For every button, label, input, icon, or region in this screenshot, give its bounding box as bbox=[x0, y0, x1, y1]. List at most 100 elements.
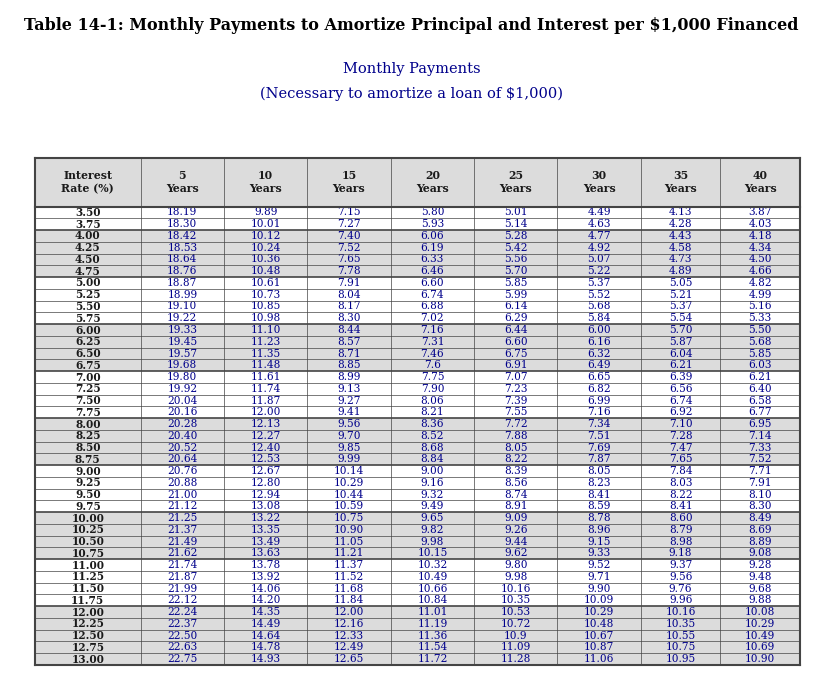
Text: 10.32: 10.32 bbox=[417, 560, 448, 570]
Bar bbox=[35, 641, 800, 653]
Text: 7.91: 7.91 bbox=[337, 278, 360, 288]
Text: 10.59: 10.59 bbox=[334, 501, 364, 511]
Text: 6.00: 6.00 bbox=[75, 324, 100, 336]
Text: 10.49: 10.49 bbox=[745, 631, 775, 641]
Text: 10.90: 10.90 bbox=[334, 525, 364, 535]
Text: 9.56: 9.56 bbox=[669, 572, 692, 581]
Bar bbox=[35, 406, 800, 418]
Text: 13.08: 13.08 bbox=[250, 501, 281, 511]
Text: 10.48: 10.48 bbox=[584, 618, 614, 629]
Text: 18.53: 18.53 bbox=[167, 243, 198, 253]
Text: 13.22: 13.22 bbox=[250, 513, 281, 523]
Text: 21.62: 21.62 bbox=[167, 548, 198, 559]
Text: 10.48: 10.48 bbox=[250, 267, 281, 276]
Text: Table 14-1: Monthly Payments to Amortize Principal and Interest per $1,000 Finan: Table 14-1: Monthly Payments to Amortize… bbox=[24, 17, 799, 34]
Text: 10.09: 10.09 bbox=[584, 596, 614, 605]
Text: 8.75: 8.75 bbox=[75, 454, 100, 465]
Text: 5
Years: 5 Years bbox=[166, 170, 198, 194]
Text: 7.84: 7.84 bbox=[669, 466, 692, 476]
Text: 9.89: 9.89 bbox=[254, 207, 277, 217]
Text: 9.32: 9.32 bbox=[421, 489, 444, 499]
Text: 18.76: 18.76 bbox=[167, 267, 198, 276]
Text: 5.84: 5.84 bbox=[588, 313, 611, 323]
Bar bbox=[35, 324, 800, 336]
Text: 10.55: 10.55 bbox=[666, 631, 695, 641]
Text: 21.99: 21.99 bbox=[167, 583, 198, 594]
Text: 6.16: 6.16 bbox=[588, 336, 611, 347]
Text: 4.50: 4.50 bbox=[748, 254, 772, 264]
Text: 11.37: 11.37 bbox=[334, 560, 364, 570]
Bar bbox=[35, 618, 800, 630]
Text: 7.91: 7.91 bbox=[748, 478, 772, 488]
Text: 10.73: 10.73 bbox=[250, 290, 281, 299]
Text: 8.99: 8.99 bbox=[337, 372, 360, 382]
Text: 7.75: 7.75 bbox=[421, 372, 444, 382]
Bar bbox=[35, 477, 800, 489]
Text: 5.28: 5.28 bbox=[504, 231, 528, 241]
Text: 8.22: 8.22 bbox=[504, 454, 528, 464]
Text: 5.87: 5.87 bbox=[669, 336, 692, 347]
Bar bbox=[35, 501, 800, 512]
Text: 20.64: 20.64 bbox=[167, 454, 198, 464]
Text: 6.19: 6.19 bbox=[421, 243, 444, 253]
Text: 8.05: 8.05 bbox=[588, 466, 611, 476]
Text: 10.84: 10.84 bbox=[417, 596, 448, 605]
Text: 5.14: 5.14 bbox=[504, 219, 528, 229]
Text: 6.33: 6.33 bbox=[421, 254, 444, 264]
Text: 9.56: 9.56 bbox=[337, 419, 360, 429]
Text: 6.82: 6.82 bbox=[588, 384, 611, 394]
Text: 5.00: 5.00 bbox=[75, 277, 100, 289]
Text: 5.37: 5.37 bbox=[588, 278, 611, 288]
Text: 4.89: 4.89 bbox=[669, 267, 692, 276]
Text: 7.65: 7.65 bbox=[337, 254, 360, 264]
Text: 6.75: 6.75 bbox=[75, 360, 100, 371]
Text: 12.80: 12.80 bbox=[250, 478, 281, 488]
Text: 13.78: 13.78 bbox=[250, 560, 281, 570]
Text: 7.15: 7.15 bbox=[337, 207, 360, 217]
Text: 10.95: 10.95 bbox=[666, 654, 695, 664]
Text: 6.74: 6.74 bbox=[669, 396, 692, 406]
Text: 5.52: 5.52 bbox=[588, 290, 611, 299]
Text: 4.92: 4.92 bbox=[588, 243, 611, 253]
Text: 6.92: 6.92 bbox=[669, 407, 692, 417]
Text: 8.96: 8.96 bbox=[588, 525, 611, 535]
Text: 21.37: 21.37 bbox=[167, 525, 198, 535]
Text: 4.18: 4.18 bbox=[748, 231, 772, 241]
Text: 10
Years: 10 Years bbox=[249, 170, 282, 194]
Text: 14.93: 14.93 bbox=[250, 654, 281, 664]
Text: 7.07: 7.07 bbox=[504, 372, 528, 382]
Text: 8.41: 8.41 bbox=[669, 501, 692, 511]
Text: 10.75: 10.75 bbox=[72, 548, 105, 559]
Text: 10.12: 10.12 bbox=[250, 231, 281, 241]
Text: 10.16: 10.16 bbox=[666, 607, 695, 617]
Text: 20
Years: 20 Years bbox=[416, 170, 449, 194]
Text: 5.68: 5.68 bbox=[588, 302, 611, 312]
Text: 5.56: 5.56 bbox=[504, 254, 528, 264]
Text: 7.87: 7.87 bbox=[588, 454, 611, 464]
Text: 12.00: 12.00 bbox=[250, 407, 281, 417]
Text: 9.70: 9.70 bbox=[337, 431, 360, 441]
Text: 9.75: 9.75 bbox=[75, 501, 100, 511]
Text: 6.03: 6.03 bbox=[748, 360, 772, 370]
Text: 9.68: 9.68 bbox=[748, 583, 772, 594]
Bar bbox=[35, 254, 800, 265]
Text: 7.00: 7.00 bbox=[75, 371, 100, 382]
Text: 5.80: 5.80 bbox=[421, 207, 444, 217]
Text: 8.25: 8.25 bbox=[75, 430, 100, 441]
Text: 7.16: 7.16 bbox=[588, 407, 611, 417]
Text: 8.78: 8.78 bbox=[588, 513, 611, 523]
Text: 21.25: 21.25 bbox=[167, 513, 198, 523]
Text: 10.9: 10.9 bbox=[504, 631, 528, 641]
Text: 4.28: 4.28 bbox=[669, 219, 692, 229]
Text: 10.29: 10.29 bbox=[334, 478, 364, 488]
Text: 11.35: 11.35 bbox=[250, 349, 281, 359]
Text: 10.53: 10.53 bbox=[500, 607, 531, 617]
Text: 10.08: 10.08 bbox=[745, 607, 775, 617]
Text: 18.42: 18.42 bbox=[167, 231, 198, 241]
Text: 10.85: 10.85 bbox=[250, 302, 281, 312]
Text: 8.44: 8.44 bbox=[337, 325, 360, 335]
Text: 35
Years: 35 Years bbox=[664, 170, 697, 194]
Text: 9.80: 9.80 bbox=[504, 560, 528, 570]
Bar bbox=[35, 265, 800, 277]
Text: 10.44: 10.44 bbox=[334, 489, 365, 499]
